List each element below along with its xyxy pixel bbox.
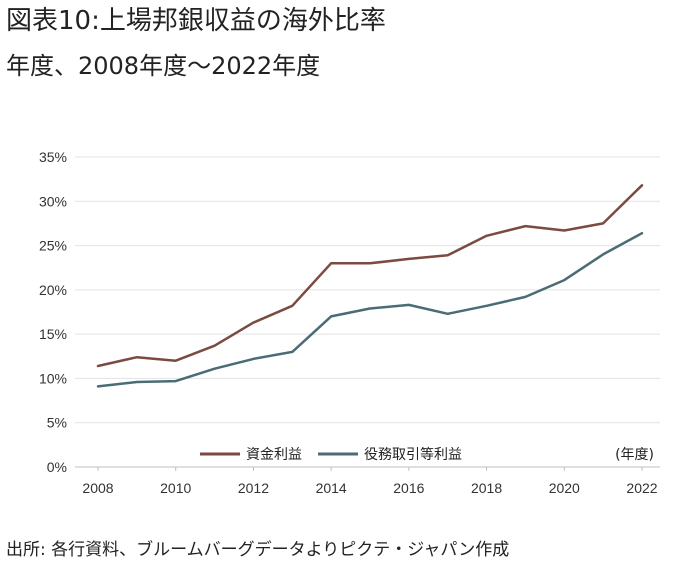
x-tick-label: 2022 [626, 480, 657, 496]
y-tick-label: 35% [39, 149, 67, 165]
y-tick-label: 5% [47, 415, 67, 431]
legend: 資金利益 役務取引等利益 [200, 446, 462, 463]
x-tick-label: 2018 [471, 480, 502, 496]
x-tick-label: 2014 [316, 480, 347, 496]
y-tick-label: 10% [39, 370, 67, 386]
y-axis-ticks: 0% 5% 10% 15% 20% 25% 30% 35% [39, 149, 67, 475]
y-tick-label: 0% [47, 459, 67, 475]
series-line-1 [96, 184, 644, 368]
x-axis-unit-label: (年度) [615, 447, 654, 463]
x-axis-ticks: 2008 2010 2012 2014 2016 2018 2020 2022 [82, 467, 658, 496]
y-tick-label: 15% [39, 326, 67, 342]
y-tick-label: 25% [39, 238, 67, 254]
gridlines [75, 156, 660, 468]
chart-title: 図表10:上場邦銀収益の海外比率 [6, 6, 386, 36]
y-tick-label: 30% [39, 193, 67, 209]
legend-label-series-2: 役務取引等利益 [364, 446, 462, 463]
chart-subtitle: 年度、2008年度～2022年度 [6, 52, 321, 80]
x-tick-label: 2008 [82, 480, 113, 496]
x-tick-label: 2020 [549, 480, 580, 496]
x-tick-label: 2016 [393, 480, 424, 496]
x-tick-label: 2010 [160, 480, 191, 496]
series-lines [96, 184, 644, 388]
legend-label-series-1: 資金利益 [246, 447, 302, 463]
source-note: 出所: 各行資料、ブルームバーグデータよりピクテ・ジャパン作成 [6, 540, 510, 560]
y-tick-label: 20% [39, 282, 67, 298]
x-tick-label: 2012 [238, 480, 269, 496]
series-line-2 [96, 231, 644, 388]
